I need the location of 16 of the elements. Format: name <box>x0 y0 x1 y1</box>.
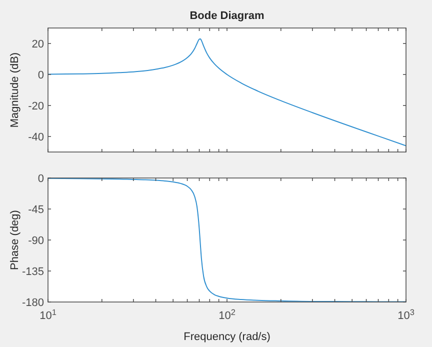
x-tick-label: 10$^{2}$ <box>218 308 236 322</box>
chart-title: Bode Diagram <box>190 10 264 22</box>
y-tick-label: 0 <box>38 69 44 82</box>
x-axis-title: Frequency (rad/s) <box>184 331 270 343</box>
y-tick-label: -180 <box>22 296 44 309</box>
x-tick-label: 10$^{1}$ <box>40 308 57 322</box>
y-tick-label: -45 <box>28 204 44 216</box>
y-axis-title: Phase (deg) <box>9 210 21 270</box>
y-tick-label: 0 <box>38 172 44 185</box>
y-tick-label: -20 <box>28 100 44 112</box>
y-tick-label: -90 <box>28 234 44 247</box>
y-tick-label: 20 <box>32 38 44 50</box>
x-tick-label: 10$^{3}$ <box>398 308 415 322</box>
y-axis-title: Magnitude (dB) <box>9 52 21 128</box>
y-tick-label: -135 <box>22 266 44 278</box>
y-tick-label: -40 <box>28 131 44 144</box>
